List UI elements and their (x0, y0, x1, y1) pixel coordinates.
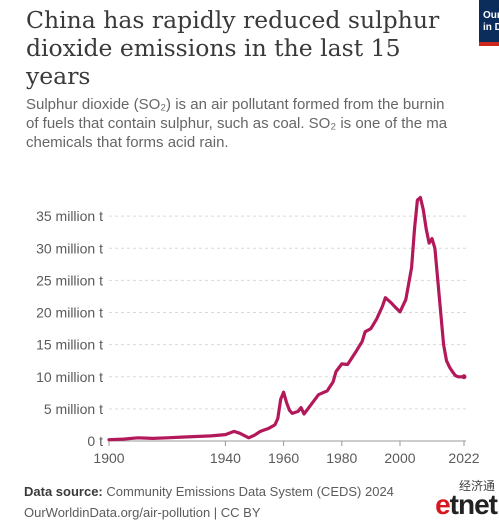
subtitle-line-1: Sulphur dioxide (SO₂) is an air pollutan… (26, 96, 445, 113)
y-tick-label: 5 million t (44, 401, 103, 417)
subtitle-line-2: of fuels that contain sulphur, such as c… (26, 115, 448, 132)
chart-subtitle: Sulphur dioxide (SO₂) is an air pollutan… (26, 95, 499, 152)
x-tick-label: 1980 (326, 450, 357, 465)
y-tick-label: 10 million t (36, 369, 103, 385)
data-source: Data source: Community Emissions Data Sy… (24, 484, 394, 499)
x-tick-label: 1940 (210, 450, 241, 465)
y-tick-label: 0 t (87, 433, 103, 449)
x-tick-label: 2000 (384, 450, 415, 465)
y-tick-label: 40 million t (36, 190, 103, 192)
y-axis-ticks: 0 t 5 million t 10 million t 15 million t 20… (36, 190, 103, 449)
y-tick-label: 15 million t (36, 337, 103, 353)
logo-accent-bar (479, 42, 499, 46)
subtitle-line-3: chemicals that forms acid rain. (26, 134, 229, 151)
logo-line-1: Our W (483, 10, 499, 21)
chart-title: China has rapidly reduced sulphur dioxid… (26, 6, 440, 90)
series-group (107, 195, 467, 442)
y-tick-label: 35 million t (36, 208, 103, 224)
series-line (107, 195, 466, 442)
y-tick-label: 30 million t (36, 240, 103, 256)
line-chart: 0 t 5 million t 10 million t 15 million t 20… (36, 190, 480, 465)
logo-line-2: in D (483, 22, 499, 33)
series-end-point (461, 374, 467, 380)
watermark-logo: etnet (435, 489, 498, 520)
etnet-watermark: 经济通 etnet (421, 475, 499, 525)
source-link[interactable]: OurWorldinData.org/air-pollution | CC BY (24, 505, 261, 520)
x-tick-label: 1960 (268, 450, 299, 465)
data-source-label: Data source: (24, 484, 103, 499)
data-source-text: Community Emissions Data System (CEDS) 2… (106, 484, 394, 499)
x-tick-label: 1900 (93, 450, 124, 465)
x-axis: 1900 1940 1960 1980 2000 2022 (93, 440, 480, 465)
x-tick-label: 2022 (448, 450, 479, 465)
watermark-cn-text: 经济通 (458, 479, 495, 493)
y-tick-label: 25 million t (36, 272, 103, 288)
owid-logo[interactable]: Our W in D (479, 0, 499, 46)
y-tick-label: 20 million t (36, 305, 103, 321)
